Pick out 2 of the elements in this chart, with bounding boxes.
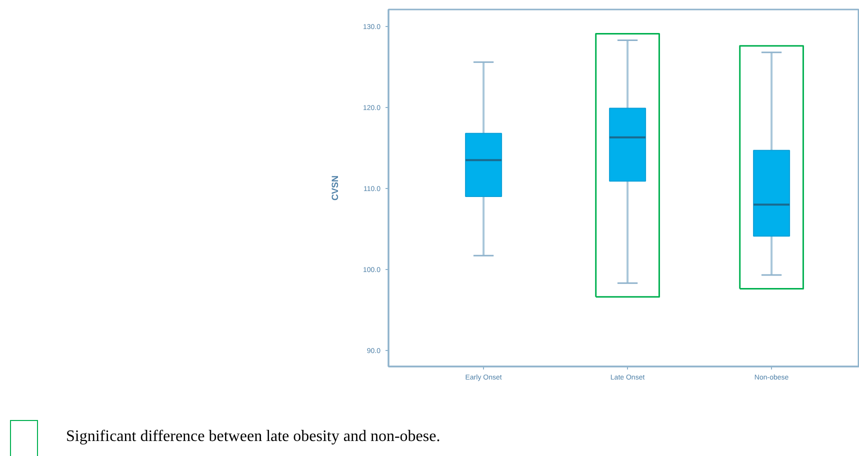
- y-axis-title: CVSN: [330, 175, 340, 200]
- text: Significant difference between late obesity and non-obese.: [66, 427, 440, 447]
